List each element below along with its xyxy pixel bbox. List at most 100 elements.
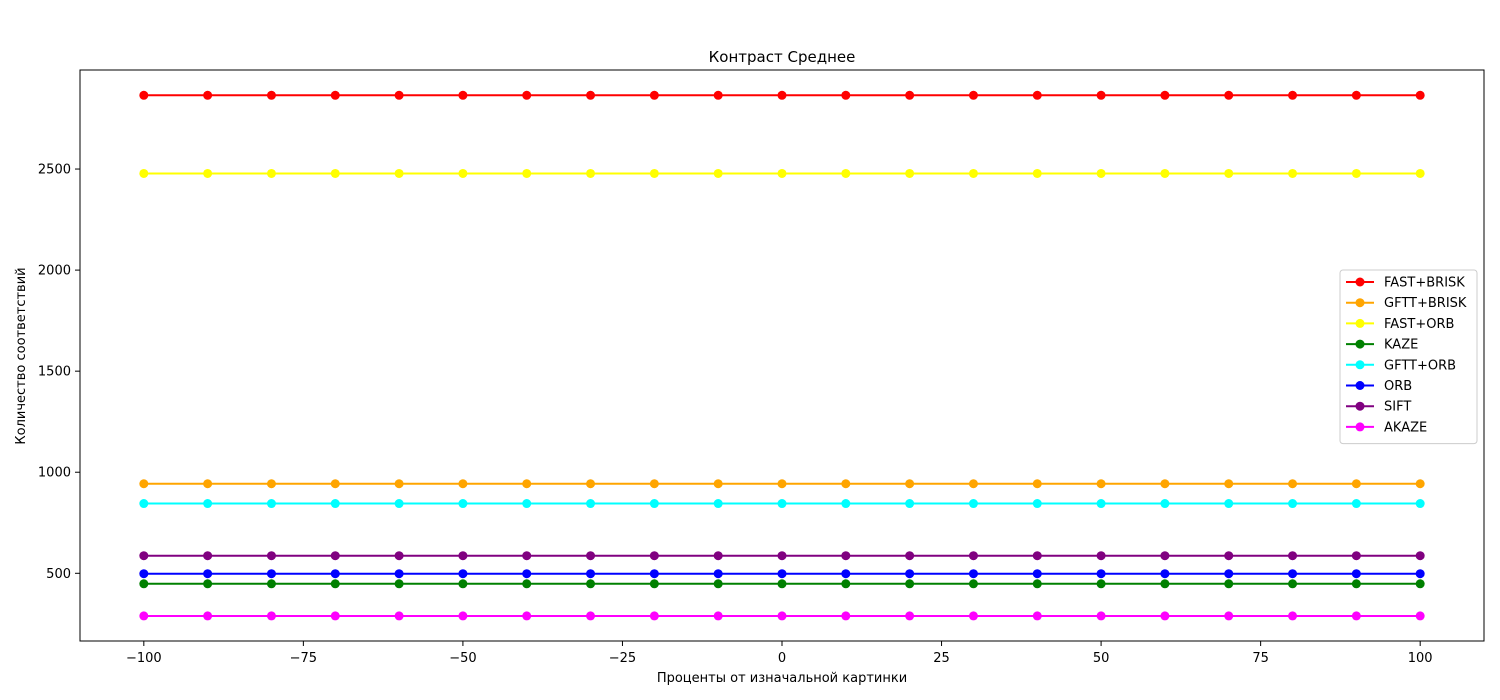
data-point xyxy=(458,479,468,489)
legend-marker xyxy=(1355,298,1365,308)
data-point xyxy=(1415,90,1425,100)
data-point xyxy=(1032,168,1042,178)
data-point xyxy=(522,551,532,561)
data-point xyxy=(266,90,276,100)
data-point xyxy=(1032,90,1042,100)
legend-item: FAST+ORB xyxy=(1346,317,1454,332)
data-point xyxy=(1415,611,1425,621)
x-axis-label: Проценты от изначальной картинки xyxy=(657,671,907,686)
data-point xyxy=(777,168,787,178)
y-tick-label: 500 xyxy=(46,567,71,582)
x-tick-label: −75 xyxy=(290,651,317,666)
data-point xyxy=(968,569,978,579)
legend-item: SIFT xyxy=(1346,400,1411,415)
data-point xyxy=(1288,569,1298,579)
data-point xyxy=(203,611,213,621)
data-point xyxy=(649,579,659,589)
legend-marker xyxy=(1355,422,1365,432)
legend-label: SIFT xyxy=(1384,400,1411,415)
data-point xyxy=(1224,569,1234,579)
data-point xyxy=(1351,90,1361,100)
data-point xyxy=(649,569,659,579)
data-point xyxy=(458,569,468,579)
data-point xyxy=(713,569,723,579)
chart-title: Контраст Среднее xyxy=(709,48,856,66)
data-point xyxy=(139,479,149,489)
data-point xyxy=(905,579,915,589)
data-point xyxy=(649,499,659,509)
data-point xyxy=(522,90,532,100)
data-point xyxy=(330,551,340,561)
data-point xyxy=(1160,168,1170,178)
x-tick-label: 75 xyxy=(1252,651,1269,666)
data-point xyxy=(968,551,978,561)
data-point xyxy=(1415,551,1425,561)
y-tick-label: 2000 xyxy=(38,264,71,279)
data-point xyxy=(713,579,723,589)
data-point xyxy=(1032,499,1042,509)
data-point xyxy=(394,499,404,509)
data-point xyxy=(1224,499,1234,509)
data-point xyxy=(1351,569,1361,579)
data-point xyxy=(1288,611,1298,621)
data-point xyxy=(713,479,723,489)
data-point xyxy=(713,90,723,100)
data-point xyxy=(1415,168,1425,178)
data-point xyxy=(1160,569,1170,579)
y-axis-label: Количество соответствий xyxy=(14,267,29,444)
data-point xyxy=(1351,499,1361,509)
y-tick-label: 1000 xyxy=(38,466,71,481)
data-point xyxy=(713,611,723,621)
data-point xyxy=(777,611,787,621)
legend-marker xyxy=(1355,360,1365,370)
data-point xyxy=(1096,611,1106,621)
data-point xyxy=(203,479,213,489)
data-point xyxy=(1351,551,1361,561)
data-point xyxy=(522,569,532,579)
data-point xyxy=(1224,611,1234,621)
data-point xyxy=(777,499,787,509)
data-point xyxy=(1160,499,1170,509)
series-fast-brisk xyxy=(139,90,1425,100)
data-point xyxy=(1224,168,1234,178)
data-point xyxy=(1096,569,1106,579)
legend-item: KAZE xyxy=(1346,338,1418,353)
data-point xyxy=(458,90,468,100)
data-point xyxy=(1032,579,1042,589)
data-point xyxy=(841,579,851,589)
data-point xyxy=(968,611,978,621)
data-point xyxy=(649,90,659,100)
data-point xyxy=(1032,569,1042,579)
legend-marker xyxy=(1355,381,1365,390)
legend-item: GFTT+BRISK xyxy=(1346,296,1467,311)
data-point xyxy=(330,569,340,579)
data-point xyxy=(139,168,149,178)
data-point xyxy=(458,611,468,621)
data-point xyxy=(394,479,404,489)
data-point xyxy=(841,611,851,621)
series-fast-orb xyxy=(139,168,1425,178)
legend-item: FAST+BRISK xyxy=(1346,276,1465,291)
series-akaze xyxy=(139,611,1425,621)
data-point xyxy=(1351,579,1361,589)
legend-label: AKAZE xyxy=(1384,420,1427,435)
data-point xyxy=(1224,479,1234,489)
data-point xyxy=(649,611,659,621)
legend-label: KAZE xyxy=(1384,338,1418,353)
data-point xyxy=(777,579,787,589)
data-point xyxy=(1096,168,1106,178)
data-point xyxy=(522,611,532,621)
legend-marker xyxy=(1355,318,1365,328)
data-point xyxy=(1288,479,1298,489)
data-point xyxy=(713,168,723,178)
data-point xyxy=(713,499,723,509)
data-point xyxy=(522,499,532,509)
x-tick-label: 50 xyxy=(1093,651,1110,666)
legend-frame xyxy=(1339,269,1478,445)
y-tick-label: 1500 xyxy=(38,365,71,380)
legend-marker xyxy=(1355,339,1365,349)
data-point xyxy=(968,479,978,489)
x-tick-label: 0 xyxy=(778,651,786,666)
data-point xyxy=(1096,499,1106,509)
